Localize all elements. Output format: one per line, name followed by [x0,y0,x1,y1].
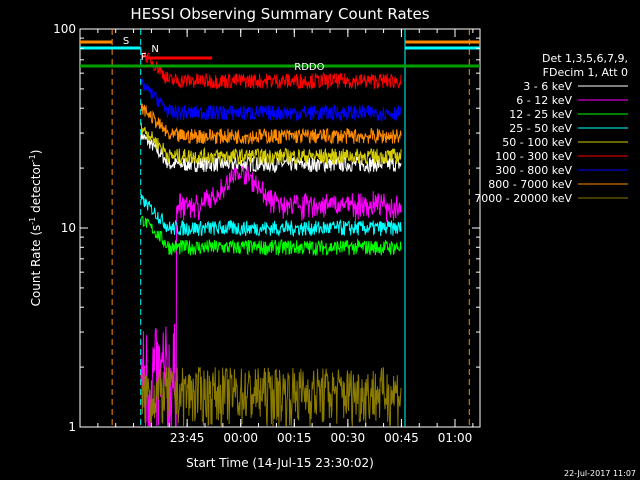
x-axis-ticks: 23:45 00:00 00:15 00:30 00:45 01:00 [97,29,474,445]
legend-title-line-1: Det 1,3,5,6,7,9, [542,52,628,65]
legend-label-7: 800 - 7000 keV [488,178,572,191]
flag-layer: S NF RDDO [80,29,480,427]
x-tick-label-0: 23:45 [170,431,205,445]
legend-label-6: 300 - 800 keV [495,164,572,177]
chart-title: HESSI Observing Summary Count Rates [130,5,429,23]
series-line-7 [140,102,402,145]
legend-label-3: 25 - 50 keV [509,122,572,135]
flag-label-0: S [123,36,129,47]
y-axis-label: Count Rate (s-1 detector-1) [28,150,43,307]
series-line-8 [140,366,402,428]
y-tick-label-2: 100 [53,22,76,36]
legend-label-1: 6 - 12 keV [516,94,572,107]
legend-label-0: 3 - 6 keV [523,80,572,93]
legend: Det 1,3,5,6,7,9, FDecim 1, Att 0 3 - 6 k… [474,52,628,205]
legend-label-8: 7000 - 20000 keV [474,192,572,205]
x-tick-label-2: 00:15 [277,431,312,445]
flag-label-2: F [141,52,147,63]
flag-label-3: RDDO [294,62,324,73]
series-line-1 [140,164,402,427]
legend-label-2: 12 - 25 keV [509,108,572,121]
x-tick-label-3: 00:30 [331,431,366,445]
series-line-3 [140,194,402,238]
y-tick-label-1: 10 [61,221,76,235]
y-axis-ticks: 1 10 100 [53,22,480,434]
footer-date: 22-Jul-2017 11:07 [564,469,636,478]
x-axis-label: Start Time (14-Jul-15 23:30:02) [186,456,374,470]
legend-label-4: 50 - 100 keV [502,136,572,149]
x-tick-label-5: 01:00 [438,431,473,445]
x-tick-label-4: 00:45 [384,431,419,445]
series-line-2 [140,215,402,257]
flag-label-1: N [151,44,158,55]
y-tick-label-0: 1 [68,420,76,434]
series-line-5 [140,46,402,91]
x-tick-label-1: 00:00 [223,431,258,445]
legend-title-line-2: FDecim 1, Att 0 [543,66,628,79]
series-line-6 [140,78,402,122]
series-line-4 [140,122,402,166]
legend-label-5: 100 - 300 keV [495,150,572,163]
data-layer [140,46,402,428]
